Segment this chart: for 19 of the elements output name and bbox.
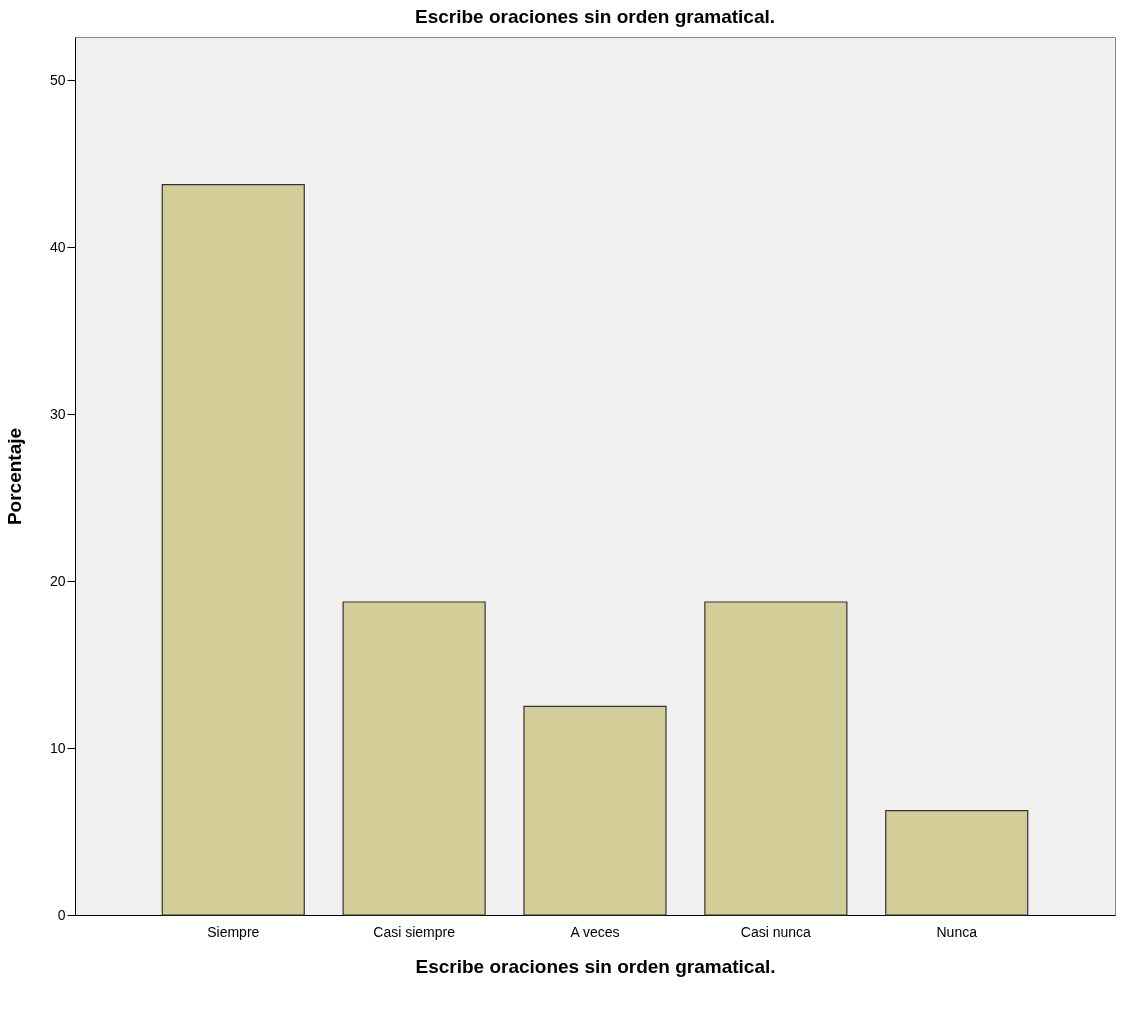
chart-title: Escribe oraciones sin orden gramatical. [414, 6, 776, 27]
bar [161, 184, 305, 916]
y-tick-label: 20 [49, 572, 66, 589]
x-tick-label: Casi nunca [740, 923, 812, 940]
x-axis-title: Escribe oraciones sin orden gramatical. [415, 955, 776, 977]
y-tick-label: 30 [49, 405, 66, 422]
y-tick-label: 50 [49, 71, 66, 88]
x-tick-label: Casi siempre [373, 923, 456, 940]
y-tick-label: 10 [49, 739, 66, 756]
bar [885, 810, 1029, 916]
x-tick-label: Nunca [936, 923, 978, 940]
y-tick-label: 0 [57, 906, 66, 923]
bar [704, 601, 848, 916]
y-tick-label: 40 [49, 238, 66, 255]
x-tick-label: Siempre [207, 923, 260, 940]
x-tick-label: A veces [570, 923, 620, 940]
y-axis-title: Porcentaje [3, 427, 25, 526]
bar [342, 601, 486, 916]
bar [523, 705, 667, 916]
